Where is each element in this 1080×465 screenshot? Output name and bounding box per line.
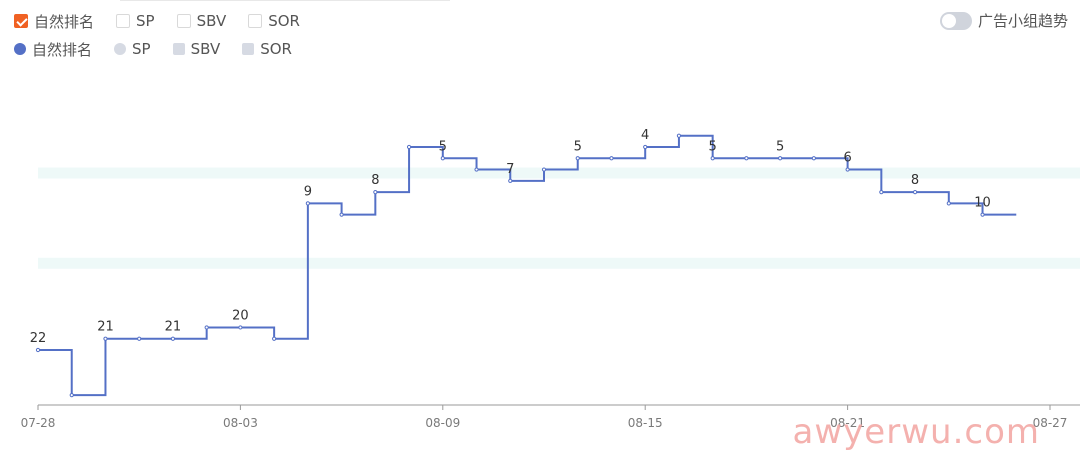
data-label: 8 xyxy=(911,173,919,188)
x-tick-label: 08-15 xyxy=(628,416,663,430)
data-point xyxy=(811,156,816,161)
data-point xyxy=(69,393,74,398)
legend-label: 自然排名 xyxy=(32,40,93,59)
legend-label: SP xyxy=(132,40,151,58)
top-divider xyxy=(120,0,450,1)
data-point xyxy=(744,156,749,161)
data-point xyxy=(170,336,176,341)
data-label: 8 xyxy=(371,173,379,188)
checkbox-sbv[interactable]: SBV xyxy=(176,12,227,30)
data-point xyxy=(778,156,783,161)
data-point xyxy=(238,325,243,330)
checkbox-natural-rank[interactable]: 自然排名 xyxy=(14,11,94,32)
data-point xyxy=(946,201,951,206)
data-point xyxy=(980,212,985,217)
checkbox-label: SP xyxy=(136,12,155,30)
data-point xyxy=(406,144,412,150)
data-label: 5 xyxy=(574,139,582,154)
checkbox-filter-row: 自然排名 SP SBV SOR xyxy=(14,10,300,32)
data-label: 7 xyxy=(506,162,514,177)
data-label: 9 xyxy=(304,184,312,199)
data-label: 5 xyxy=(776,139,784,154)
data-label: 4 xyxy=(641,128,649,143)
data-point xyxy=(609,156,614,161)
toggle-label: 广告小组趋势 xyxy=(977,12,1068,30)
data-label: 22 xyxy=(30,331,47,346)
circle-marker-icon xyxy=(114,43,127,55)
data-label: 5 xyxy=(709,139,717,154)
checkbox-sp[interactable]: SP xyxy=(116,12,155,30)
data-point xyxy=(845,167,850,172)
x-tick-label: 08-09 xyxy=(425,416,460,430)
data-point xyxy=(676,133,682,138)
highlight-band xyxy=(38,257,1080,269)
ad-group-trend-toggle-wrap: 广告小组趋势 xyxy=(939,10,1068,31)
checkbox-icon[interactable] xyxy=(176,14,191,28)
watermark-text: awyerwu.com xyxy=(792,412,1040,452)
legend-item-sbv[interactable]: SBV xyxy=(172,40,221,58)
legend-item-natural-rank[interactable]: 自然排名 xyxy=(14,39,92,60)
legend-item-sp[interactable]: SP xyxy=(114,40,151,58)
circle-marker-icon xyxy=(14,43,26,55)
data-label: 6 xyxy=(843,151,851,166)
data-point xyxy=(272,336,277,341)
data-point xyxy=(204,325,209,330)
legend-label: SOR xyxy=(260,40,292,58)
data-point xyxy=(305,201,310,206)
checkbox-icon[interactable] xyxy=(248,14,263,28)
data-point xyxy=(35,347,41,353)
chart-legend: 自然排名 SP SBV SOR xyxy=(14,38,292,60)
ad-group-trend-toggle[interactable] xyxy=(939,11,972,30)
data-point xyxy=(879,190,884,195)
data-point xyxy=(474,167,479,172)
data-point xyxy=(339,212,344,217)
square-marker-icon xyxy=(172,43,185,55)
data-point xyxy=(912,190,918,195)
legend-label: SBV xyxy=(190,40,221,58)
checkbox-label: 自然排名 xyxy=(34,12,95,31)
data-point xyxy=(440,156,445,161)
data-point xyxy=(575,156,580,161)
data-point xyxy=(710,156,715,161)
highlight-band xyxy=(38,167,1080,179)
checkbox-checked-icon[interactable] xyxy=(14,14,28,28)
data-label: 21 xyxy=(97,320,114,335)
legend-item-sor[interactable]: SOR xyxy=(242,40,292,58)
checkbox-icon[interactable] xyxy=(116,14,131,28)
data-point xyxy=(508,178,513,183)
checkbox-sor[interactable]: SOR xyxy=(248,12,300,30)
checkbox-label: SBV xyxy=(196,12,227,30)
x-tick-label: 08-21 xyxy=(830,416,865,430)
square-marker-icon xyxy=(242,43,255,55)
data-point xyxy=(103,336,108,341)
x-tick-label: 08-03 xyxy=(223,416,258,430)
data-point xyxy=(137,336,142,341)
data-label: 20 xyxy=(232,308,249,323)
checkbox-label: SOR xyxy=(268,12,300,30)
x-tick-label: 07-28 xyxy=(21,416,56,430)
x-tick-label: 08-27 xyxy=(1033,416,1068,430)
data-label: 10 xyxy=(974,196,991,211)
data-point xyxy=(541,167,547,172)
data-label: 21 xyxy=(165,320,182,335)
data-point xyxy=(643,144,648,150)
data-label: 5 xyxy=(439,139,447,154)
data-point xyxy=(373,190,378,195)
